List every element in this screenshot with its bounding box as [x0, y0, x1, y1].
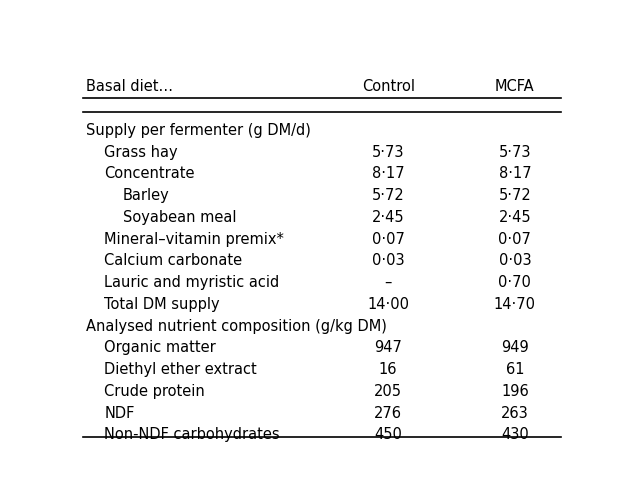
Text: Basal diet…: Basal diet…: [86, 79, 173, 94]
Text: NDF: NDF: [104, 406, 135, 421]
Text: 8·17: 8·17: [372, 167, 404, 182]
Text: Diethyl ether extract: Diethyl ether extract: [104, 362, 257, 377]
Text: 0·07: 0·07: [498, 232, 532, 247]
Text: Lauric and myristic acid: Lauric and myristic acid: [104, 275, 280, 290]
Text: 2·45: 2·45: [499, 210, 532, 225]
Text: 0·03: 0·03: [499, 253, 532, 268]
Text: 16: 16: [379, 362, 398, 377]
Text: –: –: [384, 275, 392, 290]
Text: 450: 450: [374, 428, 402, 442]
Text: 2·45: 2·45: [372, 210, 404, 225]
Text: 0·07: 0·07: [372, 232, 404, 247]
Text: 14·00: 14·00: [367, 297, 409, 312]
Text: Barley: Barley: [123, 188, 170, 203]
Text: Calcium carbonate: Calcium carbonate: [104, 253, 243, 268]
Text: 5·72: 5·72: [499, 188, 532, 203]
Text: 0·03: 0·03: [372, 253, 404, 268]
Text: Mineral–vitamin premix*: Mineral–vitamin premix*: [104, 232, 284, 247]
Text: 14·70: 14·70: [494, 297, 536, 312]
Text: 196: 196: [501, 384, 529, 399]
Text: Organic matter: Organic matter: [104, 340, 216, 356]
Text: 0·70: 0·70: [498, 275, 532, 290]
Text: Supply per fermenter (g DM/d): Supply per fermenter (g DM/d): [86, 123, 311, 138]
Text: 205: 205: [374, 384, 402, 399]
Text: 430: 430: [501, 428, 529, 442]
Text: 949: 949: [501, 340, 529, 356]
Text: 8·17: 8·17: [499, 167, 532, 182]
Text: 61: 61: [506, 362, 524, 377]
Text: Concentrate: Concentrate: [104, 167, 195, 182]
Text: Crude protein: Crude protein: [104, 384, 205, 399]
Text: Soyabean meal: Soyabean meal: [123, 210, 237, 225]
Text: Non-NDF carbohydrates: Non-NDF carbohydrates: [104, 428, 280, 442]
Text: 5·73: 5·73: [372, 145, 404, 160]
Text: 5·73: 5·73: [499, 145, 531, 160]
Text: Control: Control: [362, 79, 415, 94]
Text: Analysed nutrient composition (g/kg DM): Analysed nutrient composition (g/kg DM): [86, 318, 387, 334]
Text: 276: 276: [374, 406, 402, 421]
Text: Total DM supply: Total DM supply: [104, 297, 220, 312]
Text: MCFA: MCFA: [495, 79, 535, 94]
Text: Grass hay: Grass hay: [104, 145, 178, 160]
Text: 947: 947: [374, 340, 402, 356]
Text: 263: 263: [501, 406, 529, 421]
Text: 5·72: 5·72: [372, 188, 404, 203]
